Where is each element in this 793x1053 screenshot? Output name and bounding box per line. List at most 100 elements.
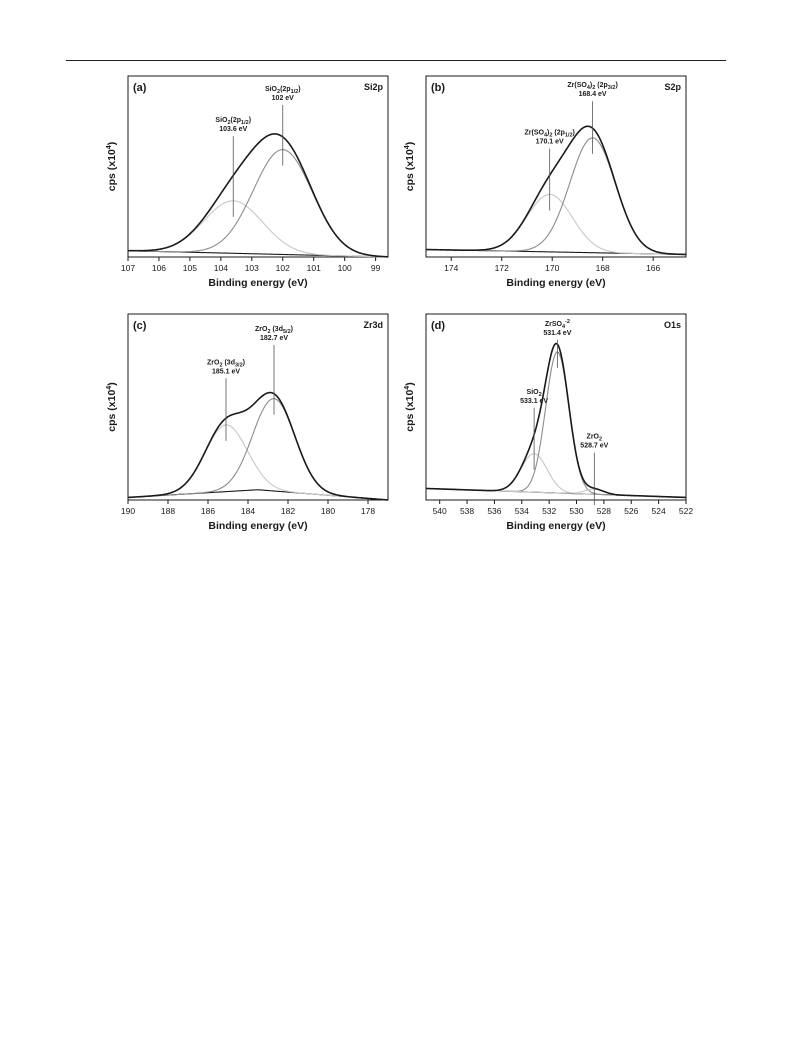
y-axis-label: cps (x104)	[106, 142, 118, 191]
annotation-orbital: (2p	[280, 86, 291, 93]
component-peak-curve	[127, 149, 389, 258]
annotation-species-sub: 4	[562, 324, 566, 330]
component-peak-curve	[127, 424, 389, 501]
component-peak-curve	[127, 398, 389, 501]
annotation-orbital-extra-sub: 1/2	[565, 133, 573, 139]
x-tick-label: 99	[371, 263, 381, 273]
annotation-value-label: 528.7 eV	[580, 443, 608, 450]
annotation-close: )	[249, 117, 251, 124]
annotation-species-sub: 2	[267, 329, 270, 335]
y-label-close: )	[404, 142, 416, 146]
panel-label: (d)	[431, 320, 445, 332]
x-tick-label: 102	[276, 263, 290, 273]
plot-frame	[425, 75, 687, 258]
annotation-orbital: )	[547, 130, 549, 137]
annotation-species-label: Zr(SO4)2 (2p1/2)	[525, 130, 575, 139]
element-label: Zr3d	[363, 320, 383, 330]
annotation-species: ZrSO	[545, 321, 563, 328]
annotation-species-sub: 4	[544, 133, 548, 139]
annotation-species-label: ZrSO4-2	[545, 319, 570, 330]
y-axis-label: cps (x104)	[404, 382, 416, 431]
annotation-close: )	[291, 326, 293, 333]
y-axis-label: cps (x104)	[404, 142, 416, 191]
y-label-text: cps (x10	[106, 390, 118, 432]
y-label-text: cps (x10	[404, 390, 416, 432]
annotation-species-sub: 2	[599, 437, 602, 443]
plot-frame	[425, 313, 687, 501]
y-label-text: cps (x10	[106, 149, 118, 191]
annotation-species-label: ZrO2 (3d5/2)	[255, 326, 293, 335]
x-tick-label: 186	[201, 506, 215, 516]
y-label-sup: 4	[106, 145, 113, 149]
annotation-species-sub: 2	[219, 362, 222, 368]
xps-chart-zr3d: 190 188 186 184 182 180 178 Binding energy (eV)…	[106, 313, 389, 532]
element-label: S2p	[664, 82, 681, 92]
y-label-close: )	[106, 382, 118, 386]
envelope-curve	[425, 125, 687, 256]
x-axis-label: Binding energy (eV)	[506, 520, 605, 532]
x-tick-label: 524	[652, 506, 666, 516]
annotation-orbital-sub: 1/2	[291, 89, 299, 95]
x-tick-label: 190	[121, 506, 135, 516]
x-tick-label: 101	[307, 263, 321, 273]
x-tick-label: 103	[245, 263, 259, 273]
panel-label: (c)	[133, 320, 147, 332]
x-axis-label: Binding energy (eV)	[208, 277, 307, 289]
x-tick-label: 106	[152, 263, 166, 273]
annotation-close: )	[573, 130, 575, 137]
annotation-orbital: (2p	[231, 117, 242, 124]
annotation-orbital-extra-sub: 3/2	[608, 85, 616, 91]
annotation-value-label: 170.1 eV	[536, 139, 564, 146]
annotation-orbital-extra: (2p	[552, 130, 564, 137]
element-label: O1s	[664, 320, 681, 330]
x-tick-label: 168	[596, 263, 610, 273]
y-label-sup: 4	[404, 145, 411, 149]
header-rule	[66, 60, 726, 61]
y-label-close: )	[106, 142, 118, 146]
y-axis-label: cps (x104)	[106, 382, 118, 431]
element-label: Si2p	[364, 82, 384, 92]
x-tick-label: 170	[545, 263, 559, 273]
annotation-species-label: SiO2(2p1/2)	[215, 117, 251, 126]
x-tick-label: 105	[183, 263, 197, 273]
annotation-species: SiO	[527, 389, 540, 396]
annotation-species-label: SiO2(2p1/2)	[265, 86, 301, 95]
annotation-species-sup: -2	[565, 319, 570, 325]
panel-label: (a)	[133, 82, 147, 94]
annotation-species-label: ZrO2	[587, 434, 603, 443]
annotation-orbital-sub: 2	[549, 133, 552, 139]
annotation-species-label: SiO2	[527, 389, 542, 398]
annotation-value-label: 533.1 eV	[520, 398, 548, 405]
annotation-species-sub: 2	[227, 120, 230, 126]
x-tick-label: 172	[495, 263, 509, 273]
annotation-value-label: 102 eV	[272, 95, 295, 102]
y-label-text: cps (x10	[404, 149, 416, 191]
annotation-value-label: 531.4 eV	[543, 330, 571, 337]
annotation-close: )	[243, 359, 245, 366]
xps-chart-s2p: 174 172 170 168 166 Binding energy (eV) cps (x…	[404, 75, 687, 289]
x-tick-label: 540	[433, 506, 447, 516]
annotation-species-label: Zr(SO4)2 (2p3/2)	[567, 82, 617, 91]
x-axis-label: Binding energy (eV)	[208, 520, 307, 532]
annotation-orbital-extra: (2p	[595, 82, 607, 89]
annotation-species: Zr(SO	[525, 130, 545, 137]
x-tick-label: 188	[161, 506, 175, 516]
component-peak-curve	[425, 453, 687, 498]
y-label-sup: 4	[106, 386, 113, 390]
x-tick-label: 538	[460, 506, 474, 516]
x-tick-label: 528	[597, 506, 611, 516]
x-tick-label: 166	[646, 263, 660, 273]
annotation-species: Zr(SO	[567, 82, 587, 89]
x-tick-label: 526	[624, 506, 638, 516]
x-tick-label: 530	[569, 506, 583, 516]
annotation-close: )	[615, 82, 617, 89]
x-tick-label: 174	[444, 263, 458, 273]
x-tick-label: 182	[281, 506, 295, 516]
annotation-species: ZrO	[207, 359, 220, 366]
x-tick-label: 104	[214, 263, 228, 273]
annotation-orbital: (3d	[223, 359, 235, 366]
x-tick-label: 536	[487, 506, 501, 516]
x-tick-label: 532	[542, 506, 556, 516]
x-axis-label: Binding energy (eV)	[506, 277, 605, 289]
x-tick-label: 522	[679, 506, 693, 516]
